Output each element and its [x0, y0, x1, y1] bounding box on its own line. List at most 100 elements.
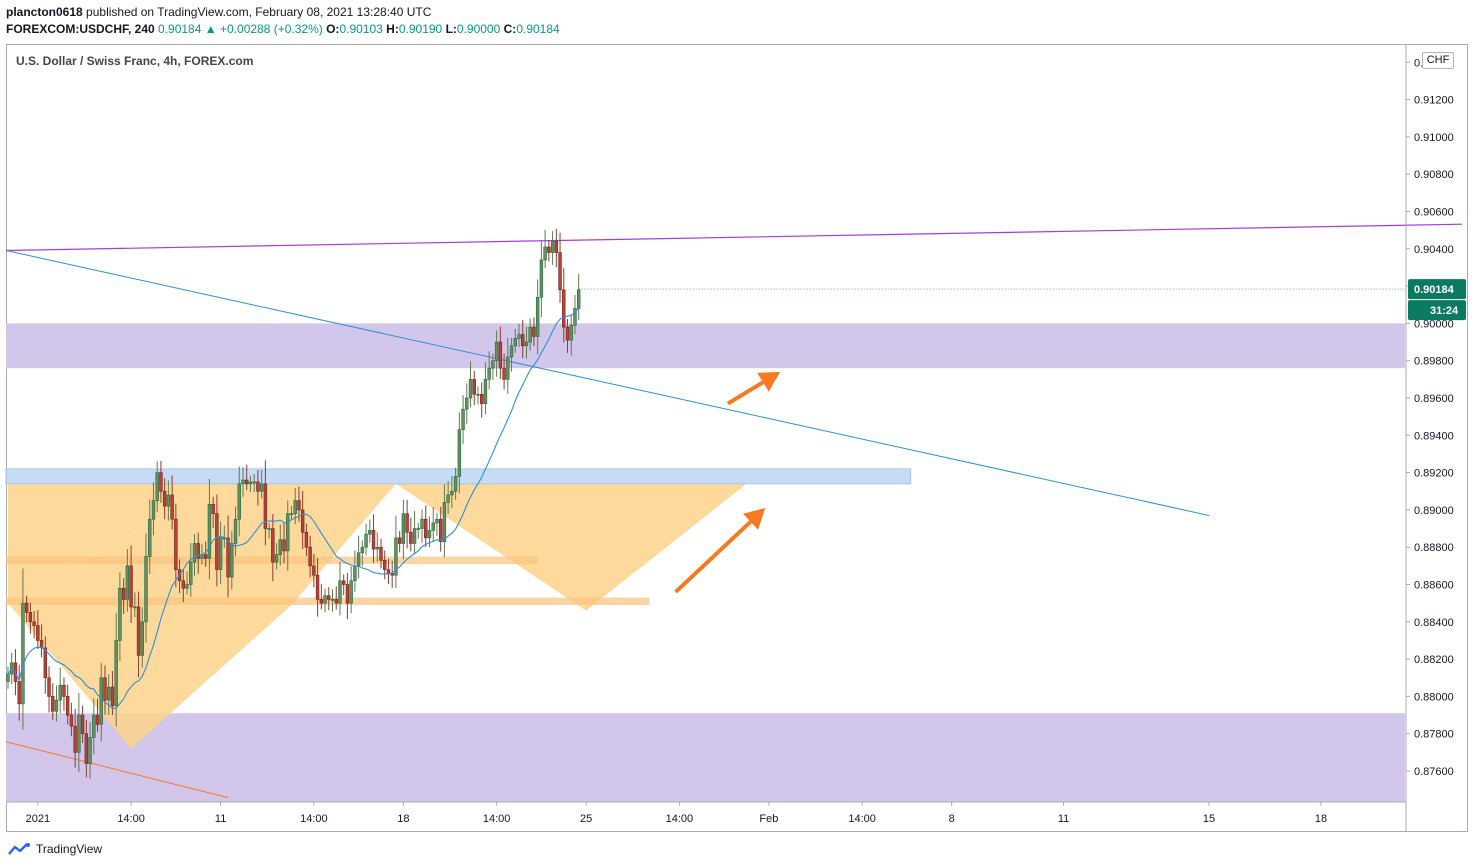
candle	[259, 469, 264, 499]
bull-candle-body	[192, 543, 197, 563]
candle	[509, 337, 514, 372]
candle	[442, 484, 447, 558]
last-price: 0.90184	[158, 22, 202, 36]
currency-button[interactable]: CHF	[1422, 52, 1454, 69]
candle	[397, 531, 402, 553]
footer-brand[interactable]: TradingView	[36, 842, 103, 856]
candle	[271, 514, 275, 582]
resistance-line	[5, 223, 1463, 252]
candle	[51, 683, 55, 720]
candle	[528, 318, 532, 351]
open-value: 0.90103	[339, 22, 383, 36]
candle	[532, 317, 536, 347]
bear-candle-body	[159, 472, 163, 492]
bull-candle-body	[446, 494, 450, 503]
price-tick-label: 0.88800	[1414, 542, 1454, 554]
candle	[166, 480, 171, 521]
bear-candle-body	[84, 733, 89, 764]
price-tick-label: 0.90600	[1414, 207, 1454, 219]
bull-candle-body	[550, 241, 555, 253]
candle	[286, 500, 290, 571]
candle	[226, 515, 230, 598]
candle	[420, 509, 424, 543]
candle	[103, 665, 107, 715]
bear-candle-body	[345, 584, 350, 604]
bear-candle-body	[170, 494, 174, 520]
candle	[196, 532, 200, 574]
candle	[107, 674, 111, 716]
up-arrow-icon: ▲	[204, 22, 217, 36]
candle	[356, 535, 361, 579]
candle	[136, 591, 141, 678]
price-tick-label: 0.91000	[1414, 132, 1454, 144]
candle	[487, 351, 491, 390]
bear-candle-body	[43, 647, 48, 679]
bull-candle-body	[248, 481, 253, 485]
pattern-right-shoulder	[395, 483, 747, 611]
bear-candle-body	[405, 513, 409, 533]
bull-candle-body	[125, 565, 130, 600]
bull-candle-body	[21, 602, 25, 705]
time-tick-label: 14:00	[483, 813, 511, 825]
candle	[192, 534, 197, 576]
bull-candle-body	[517, 334, 521, 339]
last-price-label: 0.90184	[1414, 284, 1455, 296]
time-tick-label: 11	[1058, 813, 1069, 825]
candle	[576, 273, 581, 321]
bull-candle-body	[506, 356, 510, 380]
bull-candle-body	[241, 479, 245, 485]
bear-candle-body	[256, 481, 260, 492]
candle	[170, 475, 174, 530]
candle	[472, 370, 476, 406]
candle	[118, 572, 122, 661]
candle	[338, 561, 342, 616]
candle	[409, 517, 413, 552]
candle	[47, 666, 51, 713]
chart-frame	[6, 44, 1468, 832]
candle	[569, 314, 573, 356]
candle	[189, 543, 193, 597]
bull-candle-body	[431, 522, 435, 531]
candle	[77, 693, 81, 773]
bull-candle-body	[401, 513, 406, 544]
candle	[215, 494, 219, 587]
tradingview-logo-icon	[8, 843, 30, 855]
bear-candle-body	[245, 479, 249, 485]
bull-candle-body	[476, 393, 480, 396]
bear-candle-body	[215, 513, 219, 570]
bear-candle-body	[383, 559, 387, 570]
price-tick-label: 0.88200	[1414, 654, 1454, 666]
candle	[498, 326, 503, 379]
continuation-arrow	[726, 371, 781, 406]
bear-candle-body	[562, 289, 566, 328]
candle	[151, 482, 156, 536]
price-tick-label: 0.90000	[1414, 318, 1454, 330]
author-name[interactable]: plancton0618	[6, 5, 83, 19]
bull-candle-body	[528, 326, 532, 343]
bear-candle-body	[308, 546, 312, 567]
candle	[364, 523, 368, 556]
candle	[431, 506, 435, 542]
bull-candle-body	[576, 289, 581, 309]
bull-candle-body	[487, 367, 491, 380]
candle	[274, 543, 279, 570]
bear-candle-body	[424, 518, 428, 539]
time-tick-label: 2021	[26, 813, 50, 825]
time-tick-label: 25	[580, 813, 592, 825]
candle	[334, 586, 338, 610]
bear-candle-body	[297, 500, 301, 511]
candle	[99, 662, 103, 742]
bull-candle-body	[233, 518, 238, 544]
candle	[133, 592, 137, 617]
candle	[289, 505, 294, 520]
candle	[73, 708, 77, 768]
bull-candle-body	[364, 533, 368, 548]
bear-candle-body	[565, 326, 570, 341]
candle	[263, 460, 268, 546]
bull-candle-body	[442, 502, 447, 542]
bull-candle-body	[356, 552, 361, 567]
arrow-head	[743, 508, 766, 530]
candle	[412, 511, 417, 555]
bear-candle-body	[28, 612, 33, 623]
